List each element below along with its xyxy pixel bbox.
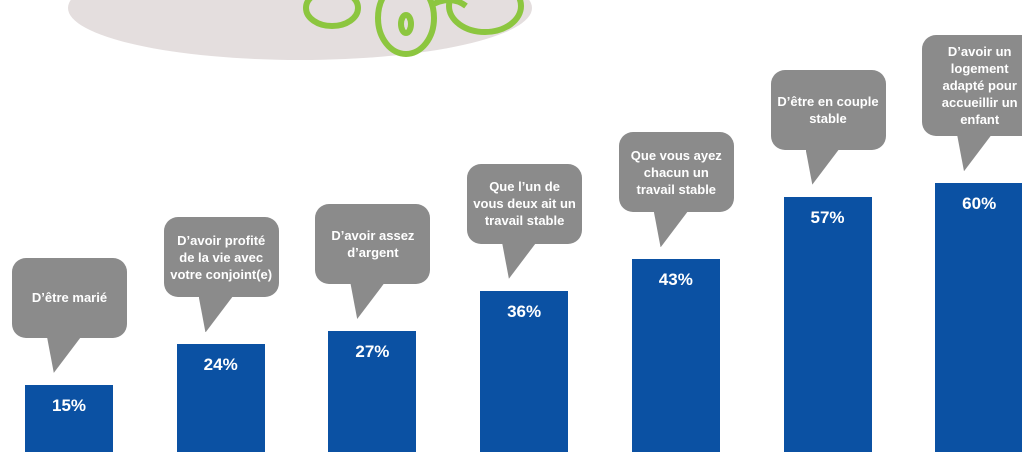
bar: [25, 384, 113, 452]
speech-bubble: D’être en couple stable: [770, 69, 886, 150]
speech-bubble: D’avoir assez d’argent: [315, 204, 431, 285]
decor-rings: [303, 0, 524, 57]
speech-bubble: D’être marié: [12, 257, 127, 338]
value-label: 36%: [507, 301, 542, 321]
speech-bubble: Que vous ayez chacun un travail stable: [618, 132, 734, 213]
value-label: 43%: [658, 270, 693, 290]
speech-bubble: D’avoir profité de la vie avec votre con…: [163, 217, 279, 298]
value-label: 60%: [962, 194, 997, 214]
bar: [783, 196, 872, 452]
value-label: 15%: [51, 395, 87, 415]
speech-bubble: D’avoir un logement adapté pour accueill…: [922, 35, 1022, 137]
value-label: 24%: [203, 355, 238, 375]
value-label: 57%: [810, 207, 845, 227]
bar: [631, 259, 720, 452]
bar: [480, 290, 569, 452]
decor-ellipse: [68, 0, 532, 60]
bar: [328, 331, 417, 452]
speech-bubble: Que l’un de vous deux ait un travail sta…: [467, 163, 583, 244]
bar: [176, 344, 265, 452]
value-label: 27%: [355, 342, 390, 362]
bar: [935, 183, 1022, 452]
